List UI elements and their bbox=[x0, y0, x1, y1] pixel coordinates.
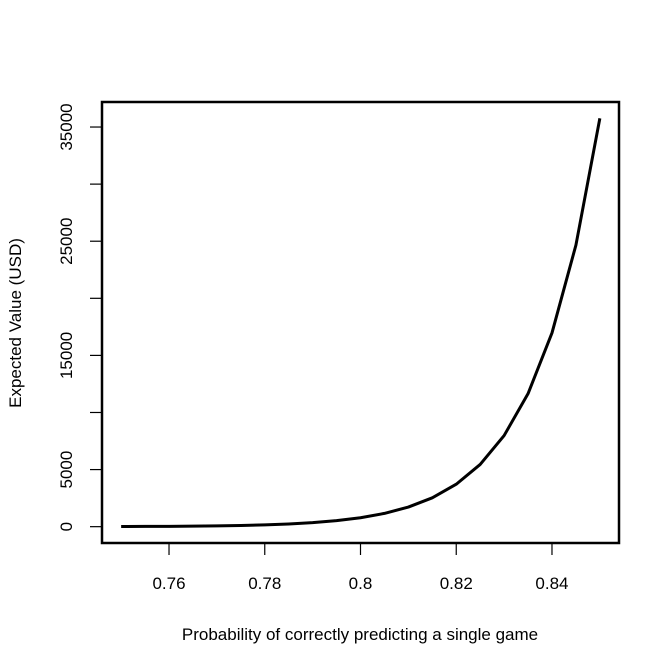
x-tick-label: 0.8 bbox=[349, 574, 373, 593]
y-tick-label: 5000 bbox=[57, 451, 76, 489]
y-tick-label: 15000 bbox=[57, 332, 76, 379]
y-tick-label: 25000 bbox=[57, 218, 76, 265]
y-axis-label: Expected Value (USD) bbox=[6, 238, 25, 408]
y-tick-label: 0 bbox=[57, 522, 76, 531]
x-tick-label: 0.82 bbox=[440, 574, 473, 593]
x-axis-label: Probability of correctly predicting a si… bbox=[182, 625, 538, 644]
x-tick-label: 0.78 bbox=[248, 574, 281, 593]
x-tick-label: 0.84 bbox=[535, 574, 568, 593]
x-tick-label: 0.76 bbox=[152, 574, 185, 593]
data-line bbox=[121, 118, 602, 529]
y-tick-label: 35000 bbox=[57, 103, 76, 150]
plot-frame bbox=[100, 100, 621, 545]
